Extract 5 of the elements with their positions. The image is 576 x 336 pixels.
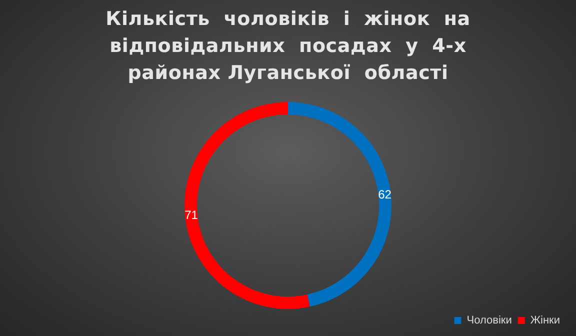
data-label: 62 [378,187,392,202]
legend-label: Жінки [530,314,560,327]
data-label: 71 [184,208,198,222]
chart-title: Кількість чоловіків і жінок на відповідальних посадах у 4-х районах Луганської області [104,7,472,86]
legend-label: Чоловіки [466,314,512,327]
